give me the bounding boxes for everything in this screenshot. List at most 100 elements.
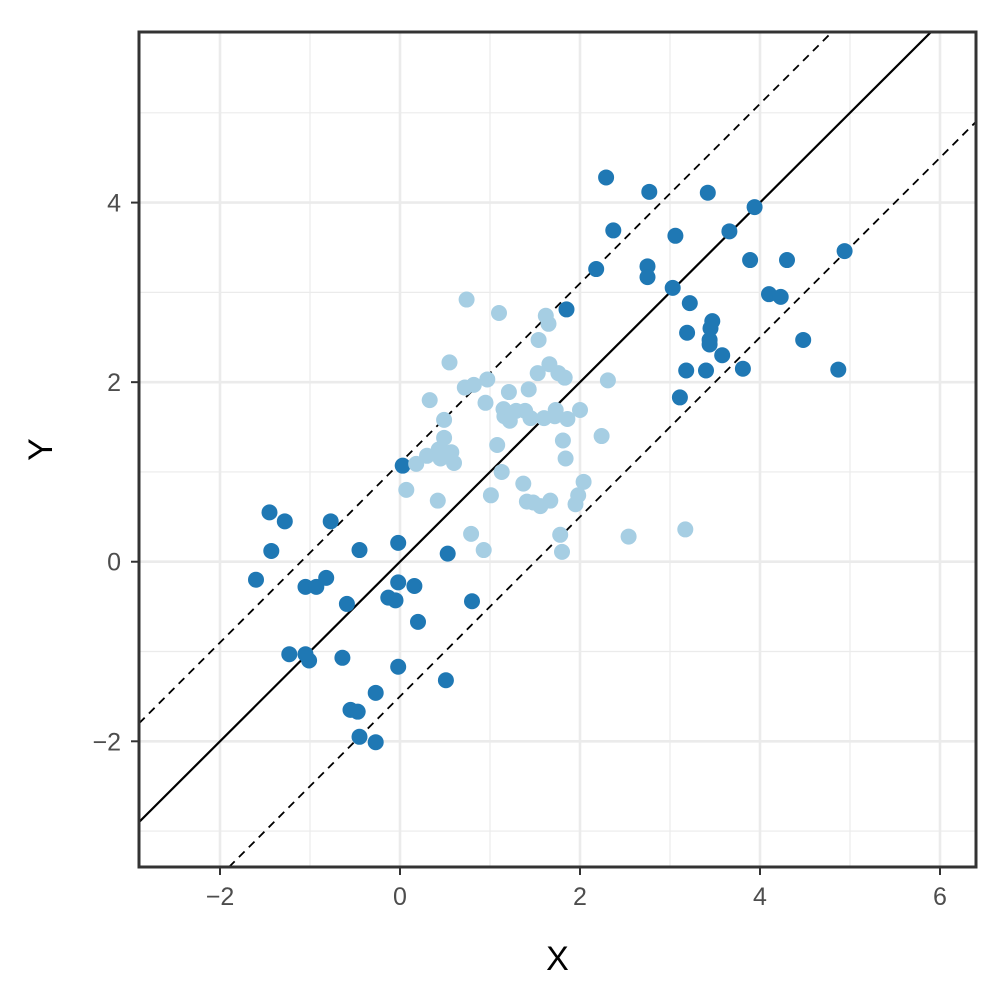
data-point-light xyxy=(599,372,616,389)
data-point-dark xyxy=(772,288,789,305)
data-point-light xyxy=(446,454,462,471)
data-point-light xyxy=(556,369,573,386)
data-point-dark xyxy=(698,362,714,379)
minor-grid xyxy=(139,32,976,867)
data-point-light xyxy=(593,428,610,445)
data-point-dark xyxy=(387,592,404,609)
data-point-light xyxy=(522,410,539,427)
panel-border xyxy=(137,30,978,869)
data-point-dark xyxy=(679,324,696,341)
data-point-light xyxy=(419,447,435,464)
data-point-light xyxy=(529,365,546,382)
data-point-dark xyxy=(678,362,695,379)
interval-line xyxy=(138,31,833,724)
data-point-dark xyxy=(351,542,368,559)
y-axis: −2 0 2 4 xyxy=(92,190,139,756)
y-axis-title: Y xyxy=(22,438,60,461)
data-point-dark xyxy=(667,227,684,244)
data-point-dark xyxy=(795,331,812,348)
reference-lines xyxy=(138,31,977,868)
data-point-dark xyxy=(701,336,718,353)
data-point-dark xyxy=(248,571,264,588)
data-point-light xyxy=(479,371,496,388)
y-tick-label: −2 xyxy=(92,728,121,756)
x-axis: −2 0 2 4 6 xyxy=(206,867,947,911)
data-point-dark xyxy=(734,360,751,377)
data-point-light xyxy=(515,475,532,492)
data-point-dark xyxy=(714,347,731,364)
data-point-dark xyxy=(439,545,456,562)
data-point-light xyxy=(477,394,494,411)
data-point-light xyxy=(491,305,507,322)
data-point-dark xyxy=(836,243,853,260)
data-point-light xyxy=(421,392,438,409)
data-point-light xyxy=(398,481,415,498)
data-point-dark xyxy=(281,646,298,663)
y-tick-label: 4 xyxy=(107,190,121,218)
data-point-dark xyxy=(263,542,280,559)
fit-line xyxy=(138,31,932,823)
data-point-light xyxy=(429,492,446,509)
data-point-light xyxy=(575,473,592,490)
data-point-light xyxy=(570,487,587,504)
y-tick-label: 0 xyxy=(107,549,121,577)
data-point-light xyxy=(557,450,574,467)
interval-line xyxy=(228,121,977,868)
data-point-dark xyxy=(351,728,368,745)
data-point-dark xyxy=(641,183,658,200)
data-point-dark xyxy=(390,658,407,675)
x-tick-label: 6 xyxy=(933,883,947,911)
data-point-dark xyxy=(437,672,454,689)
data-point-dark xyxy=(349,703,366,720)
data-point-light xyxy=(475,542,492,559)
data-point-light xyxy=(463,525,480,542)
data-point-light xyxy=(547,401,564,418)
data-point-light xyxy=(482,487,499,504)
data-point-dark xyxy=(558,301,575,318)
data-point-dark xyxy=(367,684,384,701)
data-point-light xyxy=(530,331,547,348)
data-point-dark xyxy=(598,169,615,186)
data-point-dark xyxy=(681,295,698,312)
data-point-dark xyxy=(704,313,721,330)
data-point-light xyxy=(441,354,458,371)
data-point-dark xyxy=(464,593,480,610)
data-point-light xyxy=(677,521,694,538)
data-point-light xyxy=(520,381,537,398)
data-point-light xyxy=(554,543,570,560)
data-point-light xyxy=(540,315,557,332)
data-point-light xyxy=(620,528,637,545)
data-point-dark xyxy=(639,269,656,286)
data-point-dark xyxy=(261,504,278,521)
y-tick-label: 2 xyxy=(107,369,121,397)
x-axis-title: X xyxy=(546,940,569,978)
data-point-dark xyxy=(742,252,759,269)
data-point-dark xyxy=(830,361,847,378)
data-point-dark xyxy=(721,223,738,240)
x-tick-label: 2 xyxy=(573,883,587,911)
data-point-light xyxy=(554,432,571,449)
data-point-light xyxy=(458,291,475,308)
x-tick-label: 4 xyxy=(753,883,767,911)
data-point-dark xyxy=(699,184,716,201)
data-point-dark xyxy=(301,652,318,669)
data-point-dark xyxy=(318,569,335,586)
data-point-dark xyxy=(410,613,426,630)
data-point-light xyxy=(493,463,510,480)
data-point-dark xyxy=(390,574,407,591)
data-point-dark xyxy=(322,513,339,530)
data-point-light xyxy=(500,384,517,401)
data-point-light xyxy=(552,526,569,543)
data-point-dark xyxy=(390,534,407,551)
data-point-dark xyxy=(605,222,622,239)
x-tick-label: 0 xyxy=(393,883,407,911)
x-tick-label: −2 xyxy=(206,883,235,911)
data-point-light xyxy=(542,492,559,509)
data-point-dark xyxy=(394,457,411,474)
data-point-light xyxy=(559,410,576,427)
data-point-dark xyxy=(588,261,605,278)
data-point-light xyxy=(489,437,506,454)
data-point-dark xyxy=(367,734,384,751)
